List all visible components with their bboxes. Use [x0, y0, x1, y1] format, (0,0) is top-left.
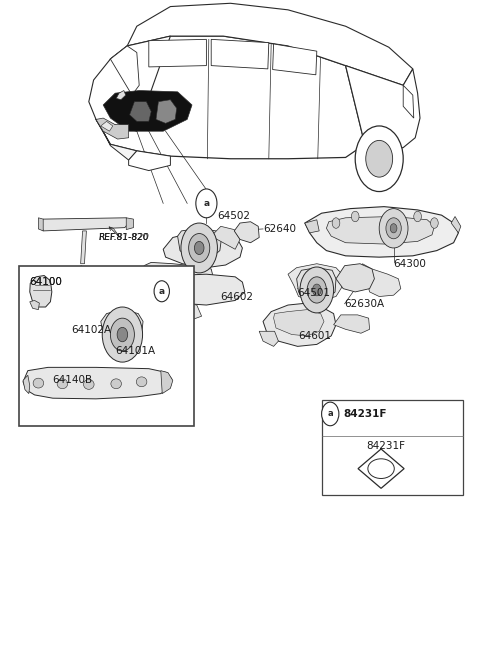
Text: 62630A: 62630A: [345, 298, 385, 309]
Polygon shape: [178, 228, 222, 260]
Circle shape: [189, 234, 210, 262]
Text: a: a: [204, 199, 209, 208]
Polygon shape: [23, 367, 172, 399]
Polygon shape: [101, 121, 113, 131]
Polygon shape: [305, 207, 458, 257]
Text: 64101A: 64101A: [115, 346, 156, 356]
Polygon shape: [101, 310, 143, 351]
Ellipse shape: [57, 379, 68, 388]
Polygon shape: [274, 310, 324, 336]
Text: 64502: 64502: [217, 211, 251, 221]
Circle shape: [181, 223, 217, 273]
Polygon shape: [326, 216, 434, 244]
Ellipse shape: [33, 378, 44, 388]
Polygon shape: [103, 91, 192, 131]
Circle shape: [194, 241, 204, 255]
Polygon shape: [288, 264, 343, 302]
Polygon shape: [96, 36, 365, 159]
Polygon shape: [30, 300, 39, 310]
Polygon shape: [126, 218, 133, 230]
Polygon shape: [403, 85, 414, 118]
Polygon shape: [336, 264, 374, 292]
Circle shape: [390, 224, 397, 233]
Circle shape: [414, 211, 421, 222]
Circle shape: [110, 318, 134, 351]
Polygon shape: [109, 335, 139, 353]
Circle shape: [351, 211, 359, 222]
Polygon shape: [149, 297, 202, 321]
Circle shape: [154, 281, 169, 302]
Circle shape: [431, 218, 438, 228]
Circle shape: [155, 282, 168, 300]
Polygon shape: [130, 102, 151, 121]
Text: 64601: 64601: [298, 331, 331, 341]
Polygon shape: [297, 268, 336, 302]
FancyBboxPatch shape: [19, 266, 194, 426]
Circle shape: [366, 140, 393, 177]
Polygon shape: [259, 331, 278, 346]
Ellipse shape: [111, 379, 121, 388]
Text: 64300: 64300: [394, 258, 426, 269]
Polygon shape: [234, 222, 259, 243]
Ellipse shape: [84, 379, 94, 390]
Polygon shape: [362, 264, 401, 297]
Text: 62640: 62640: [263, 224, 296, 234]
Text: 64100: 64100: [29, 277, 61, 287]
Text: a: a: [327, 409, 333, 419]
Polygon shape: [38, 218, 43, 231]
Polygon shape: [81, 231, 86, 264]
Polygon shape: [163, 233, 242, 268]
Circle shape: [307, 277, 326, 303]
Circle shape: [332, 218, 340, 228]
Polygon shape: [273, 44, 317, 75]
Polygon shape: [263, 303, 336, 346]
Circle shape: [355, 126, 403, 192]
Circle shape: [312, 284, 321, 296]
Text: a: a: [159, 288, 164, 295]
Text: 64602: 64602: [220, 291, 253, 302]
Polygon shape: [154, 274, 245, 305]
Text: 84231F: 84231F: [344, 409, 387, 419]
FancyBboxPatch shape: [322, 400, 463, 495]
Circle shape: [102, 307, 143, 362]
Polygon shape: [116, 91, 126, 100]
Ellipse shape: [136, 377, 147, 387]
Polygon shape: [127, 3, 413, 85]
Text: REF.81-820: REF.81-820: [98, 233, 149, 242]
Circle shape: [300, 267, 334, 313]
Text: 84231F: 84231F: [366, 441, 405, 451]
Text: a: a: [159, 287, 165, 296]
Polygon shape: [305, 220, 319, 233]
Polygon shape: [96, 119, 137, 160]
Polygon shape: [334, 315, 370, 333]
Polygon shape: [451, 216, 461, 233]
Text: 64100: 64100: [29, 277, 61, 287]
Text: REF.81-820: REF.81-820: [98, 233, 149, 242]
Polygon shape: [149, 39, 206, 67]
Polygon shape: [161, 371, 173, 394]
Circle shape: [117, 327, 128, 342]
Polygon shape: [96, 118, 129, 139]
Polygon shape: [346, 66, 420, 152]
Polygon shape: [30, 276, 52, 307]
Polygon shape: [110, 46, 139, 95]
Polygon shape: [211, 226, 240, 249]
Circle shape: [196, 189, 217, 218]
Circle shape: [322, 402, 339, 426]
Text: 64140B: 64140B: [52, 375, 92, 386]
Polygon shape: [23, 375, 30, 394]
Polygon shape: [129, 151, 170, 171]
Polygon shape: [144, 262, 214, 283]
Polygon shape: [89, 36, 170, 131]
Text: 64102A: 64102A: [71, 325, 111, 335]
Polygon shape: [156, 100, 177, 123]
Polygon shape: [41, 218, 129, 231]
Polygon shape: [211, 39, 269, 69]
Text: 64501: 64501: [298, 288, 331, 298]
Circle shape: [386, 218, 401, 239]
Circle shape: [379, 209, 408, 248]
